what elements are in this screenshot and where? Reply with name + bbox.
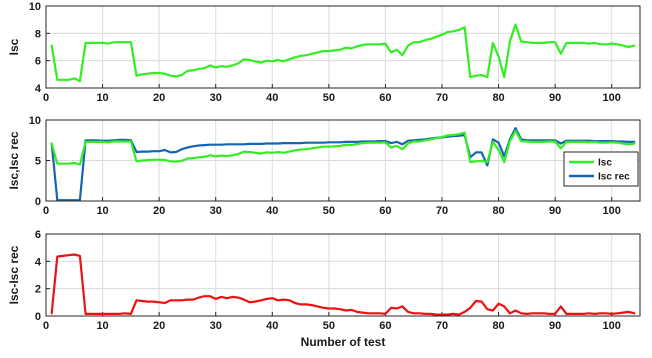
- legend-label: Isc: [598, 158, 612, 169]
- legend: Isc Isc rec: [563, 151, 639, 187]
- x-axis-label: Number of test: [301, 335, 386, 349]
- x-tick-label: 80: [492, 92, 504, 104]
- x-tick-label: 50: [323, 320, 335, 332]
- y-tick-label: 6: [35, 56, 41, 68]
- legend-label: Isc rec: [598, 172, 630, 183]
- x-tick-label: 90: [549, 205, 561, 217]
- x-tick-label: 80: [492, 205, 504, 217]
- x-tick-label: 60: [379, 92, 391, 104]
- x-tick-label: 60: [379, 320, 391, 332]
- x-tick-label: 20: [153, 205, 165, 217]
- x-tick-label: 100: [603, 92, 621, 104]
- x-tick-label: 10: [96, 92, 108, 104]
- x-tick-label: 20: [153, 92, 165, 104]
- y-tick-label: 4: [35, 256, 42, 268]
- y-tick-label: 0: [35, 196, 41, 208]
- x-tick-label: 30: [210, 320, 222, 332]
- x-tick-label: 40: [266, 320, 278, 332]
- y-tick-label: 5: [35, 156, 41, 168]
- x-tick-label: 100: [603, 320, 621, 332]
- x-tick-label: 0: [43, 205, 49, 217]
- x-tick-label: 30: [210, 205, 222, 217]
- x-tick-label: 0: [43, 320, 49, 332]
- series-line-isc-rec: [50, 127, 636, 202]
- x-tick-label: 60: [379, 205, 391, 217]
- y-tick-label: 6: [35, 229, 41, 241]
- x-tick-label: 40: [266, 92, 278, 104]
- y-axis-label: Isc: [7, 38, 21, 55]
- x-tick-label: 80: [492, 320, 504, 332]
- y-tick-label: 8: [35, 28, 41, 40]
- panel-1: 0 10 20 30 40 50 60 70 80 90 100 4 6 8 10 Isc: [7, 1, 641, 104]
- axes-box: [45, 233, 641, 317]
- y-tick-label: 4: [35, 83, 42, 95]
- plot-area: [46, 6, 640, 88]
- x-tick-label: 90: [549, 320, 561, 332]
- series-line-panel3-1: [50, 253, 636, 316]
- series-line-panel1-1: [50, 23, 636, 83]
- axes-box: [45, 5, 641, 89]
- x-tick-label: 100: [603, 205, 621, 217]
- series-line-isc: [50, 129, 636, 166]
- x-tick-label: 90: [549, 92, 561, 104]
- x-tick-label: 10: [96, 320, 108, 332]
- y-tick-label: 10: [29, 115, 41, 127]
- legend-box: [563, 151, 639, 187]
- x-tick-label: 70: [436, 320, 448, 332]
- x-tick-label: 50: [323, 92, 335, 104]
- x-tick-label: 30: [210, 92, 222, 104]
- x-tick-label: 20: [153, 320, 165, 332]
- y-axis-label: Isc,Isc rec: [7, 131, 21, 189]
- panel-3: 0 10 20 30 40 50 60 70 80 90 100 0 2 4 6 Isc-Isc rec Num…: [7, 229, 641, 349]
- y-tick-label: 2: [35, 284, 41, 296]
- x-tick-label: 10: [96, 205, 108, 217]
- y-tick-label: 10: [29, 1, 41, 13]
- x-tick-label: 70: [436, 205, 448, 217]
- x-tick-label: 70: [436, 92, 448, 104]
- y-tick-label: 0: [35, 311, 41, 323]
- x-tick-label: 40: [266, 205, 278, 217]
- x-tick-label: 0: [43, 92, 49, 104]
- y-axis-label: Isc-Isc rec: [7, 245, 21, 304]
- x-tick-label: 50: [323, 205, 335, 217]
- panel-2: 0 10 20 30 40 50 60 70 80 90 100 0 5 10 Isc,Isc rec Isc…: [7, 115, 641, 217]
- axes-box: [45, 119, 641, 202]
